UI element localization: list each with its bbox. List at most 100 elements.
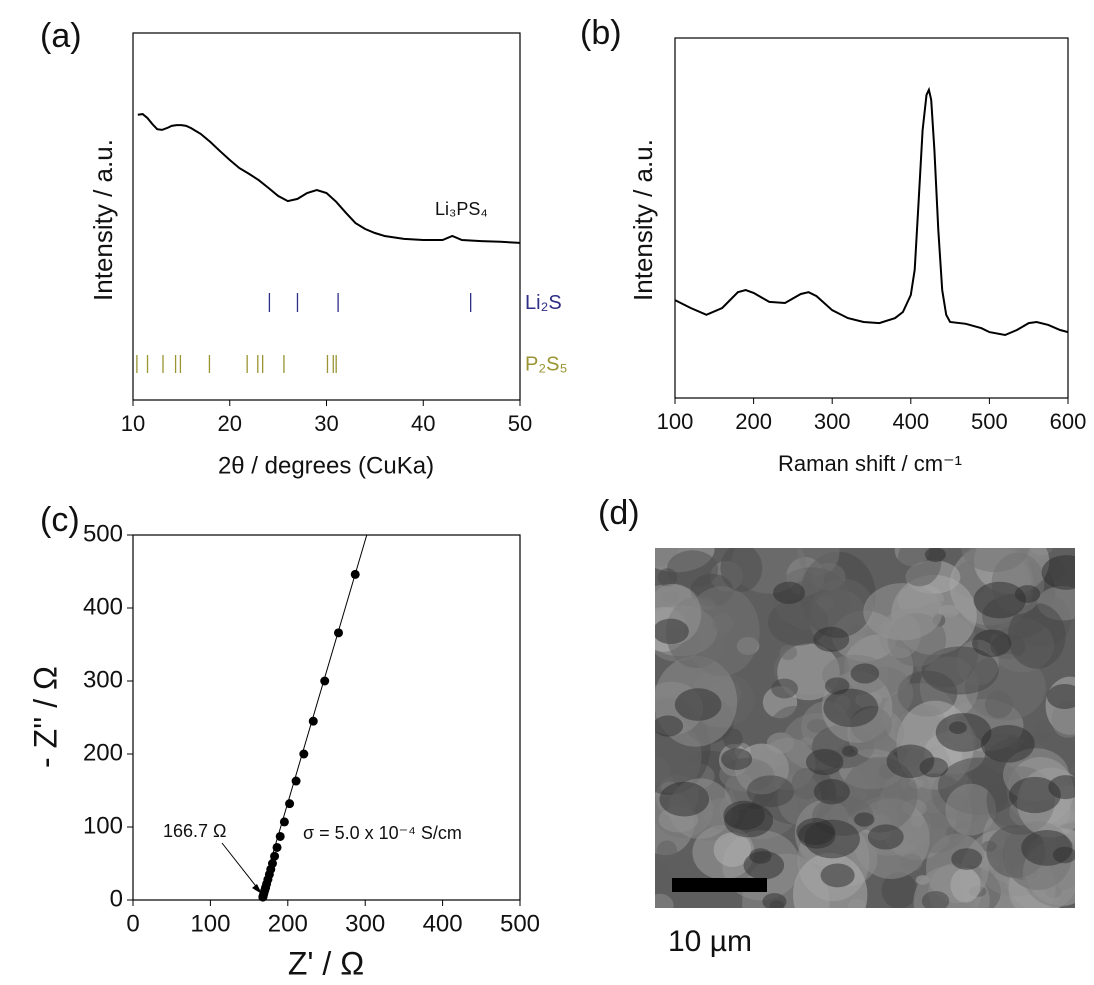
x-tick-label: 400	[423, 910, 463, 937]
reference-label: Li₂S	[525, 292, 562, 314]
sem-grain	[900, 853, 923, 872]
sem-pore	[1046, 683, 1075, 709]
x-tick-label: 300	[814, 409, 851, 434]
x-axis-label: 2θ / degrees (CuKa)	[218, 452, 434, 479]
sem-grain	[799, 737, 814, 746]
sem-pore	[655, 715, 684, 737]
sem-pore	[951, 848, 983, 870]
data-line	[674, 86, 1069, 337]
y-axis-label: Intensity / a.u.	[628, 139, 658, 301]
data-point	[333, 628, 343, 638]
sem-pore	[743, 851, 785, 880]
reference-label: P₂S₅	[525, 353, 568, 375]
x-tick-label: 30	[314, 411, 338, 436]
sem-grain	[881, 872, 917, 908]
data-point	[285, 799, 295, 809]
sem-grain	[921, 891, 950, 908]
panel-label: (d)	[598, 494, 640, 532]
data-point	[275, 831, 285, 841]
data-point	[291, 776, 301, 786]
sem-grain	[656, 840, 678, 861]
sem-grain	[945, 783, 997, 836]
sem-grain	[771, 678, 799, 699]
sem-pore	[655, 618, 689, 645]
x-tick-label: 500	[500, 910, 540, 937]
sem-pore	[854, 812, 875, 827]
sem-grain	[713, 832, 752, 868]
x-tick-label: 300	[345, 910, 385, 937]
x-tick-label: 100	[657, 409, 694, 434]
sem-pore	[824, 677, 850, 695]
sem-grain	[921, 646, 999, 695]
x-tick-label: 200	[268, 910, 308, 937]
sem-texture	[655, 548, 1075, 908]
sem-pore	[1021, 829, 1073, 866]
plot-frame	[132, 534, 521, 901]
sem-pore	[724, 803, 774, 838]
annotation-arrow	[221, 842, 260, 891]
x-tick-label: 100	[190, 910, 230, 937]
sem-grain	[655, 861, 673, 898]
series-label: Li₃PS₄	[435, 199, 488, 219]
sem-grain	[1051, 701, 1075, 738]
scale-bar	[672, 878, 767, 892]
sem-pore	[820, 863, 855, 888]
data-point	[272, 842, 282, 852]
annotation: 166.7 Ω	[163, 821, 227, 841]
data-point	[350, 569, 360, 579]
sem-grain	[722, 728, 743, 750]
y-tick-label: 500	[83, 520, 123, 547]
x-tick-label: 0	[126, 910, 139, 937]
sem-pore	[813, 626, 850, 652]
sem-pore	[659, 781, 710, 817]
y-tick-label: 300	[83, 666, 123, 693]
arrow-head	[252, 884, 262, 894]
data-point	[279, 817, 289, 827]
sem-pore	[1041, 555, 1075, 590]
sem-pore	[972, 629, 1012, 658]
x-tick-label: 200	[735, 409, 772, 434]
x-tick-label: 400	[892, 409, 929, 434]
sem-pore	[823, 688, 879, 728]
data-line	[137, 113, 521, 244]
sem-pore	[980, 724, 1035, 763]
data-point	[270, 851, 280, 861]
x-tick-label: 50	[508, 411, 532, 436]
x-tick-label: 40	[411, 411, 435, 436]
annotation: σ = 5.0 x 10⁻⁴ S/cm	[303, 823, 462, 843]
y-tick-label: 200	[83, 739, 123, 766]
sem-pore	[924, 548, 946, 563]
sem-grain	[746, 775, 795, 808]
sem-pore	[674, 688, 722, 721]
y-axis-label: - Z'' / Ω	[27, 666, 63, 768]
sem-pore	[1009, 776, 1061, 814]
x-axis-label: Z' / Ω	[288, 945, 364, 981]
scale-bar-label: 10 µm	[668, 925, 752, 958]
x-tick-label: 20	[218, 411, 242, 436]
sem-grain	[863, 583, 943, 641]
data-point	[299, 749, 309, 759]
sem-grain	[950, 867, 981, 903]
x-axis-label: Raman shift / cm⁻¹	[778, 451, 962, 476]
sem-grain	[655, 893, 674, 908]
sem-pore	[841, 745, 859, 757]
sem-grain	[790, 662, 818, 682]
sem-grain	[657, 568, 678, 587]
y-tick-label: 0	[110, 885, 123, 912]
sem-pore	[850, 663, 880, 684]
sem-grain	[1007, 603, 1066, 669]
x-tick-label: 10	[121, 411, 145, 436]
x-tick-label: 500	[971, 409, 1008, 434]
sem-pore	[867, 824, 904, 850]
sem-pore	[804, 819, 860, 859]
sem-pore	[805, 748, 844, 776]
panel-label: (c)	[40, 501, 80, 539]
data-point	[320, 676, 330, 686]
sem-pore	[948, 721, 967, 734]
x-tick-label: 600	[1050, 409, 1087, 434]
panel-label: (b)	[580, 14, 622, 52]
sem-pore	[886, 744, 935, 778]
sem-grain	[720, 548, 763, 592]
sem-pore	[973, 581, 1026, 619]
